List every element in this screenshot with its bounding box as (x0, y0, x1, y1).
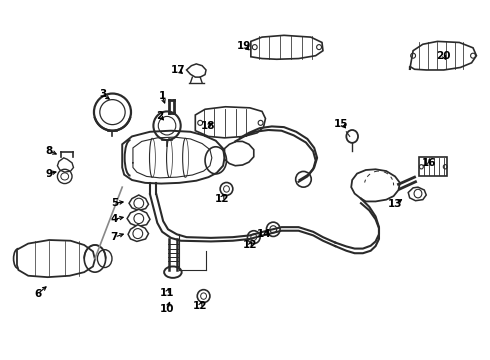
Polygon shape (410, 41, 476, 70)
Text: 12: 12 (193, 301, 207, 311)
Text: 6: 6 (34, 289, 42, 298)
Polygon shape (57, 158, 74, 172)
Text: 14: 14 (257, 229, 272, 239)
Polygon shape (224, 141, 254, 166)
Text: 13: 13 (388, 199, 402, 209)
Text: 10: 10 (160, 304, 174, 314)
Polygon shape (187, 64, 206, 77)
Text: 3: 3 (99, 89, 106, 99)
Text: 4: 4 (111, 214, 118, 224)
Polygon shape (128, 225, 148, 242)
Text: 12: 12 (214, 194, 229, 203)
Polygon shape (129, 195, 148, 210)
Polygon shape (127, 209, 150, 226)
Text: 15: 15 (334, 118, 349, 129)
Text: 12: 12 (243, 240, 257, 250)
Text: 2: 2 (156, 111, 163, 121)
Polygon shape (196, 107, 266, 138)
Text: 17: 17 (171, 65, 185, 75)
Text: 19: 19 (237, 41, 251, 51)
Polygon shape (122, 131, 224, 184)
Text: 7: 7 (111, 232, 118, 242)
Text: 11: 11 (160, 288, 174, 297)
Polygon shape (17, 240, 95, 277)
Polygon shape (251, 35, 323, 59)
Text: 1: 1 (159, 91, 166, 101)
Text: 9: 9 (46, 168, 53, 179)
Polygon shape (351, 169, 400, 202)
Text: 5: 5 (111, 198, 118, 208)
Polygon shape (419, 157, 447, 176)
Text: 8: 8 (46, 146, 53, 156)
Polygon shape (408, 187, 426, 201)
Text: 16: 16 (422, 158, 437, 168)
Text: 18: 18 (201, 121, 216, 131)
Text: 20: 20 (437, 51, 451, 61)
